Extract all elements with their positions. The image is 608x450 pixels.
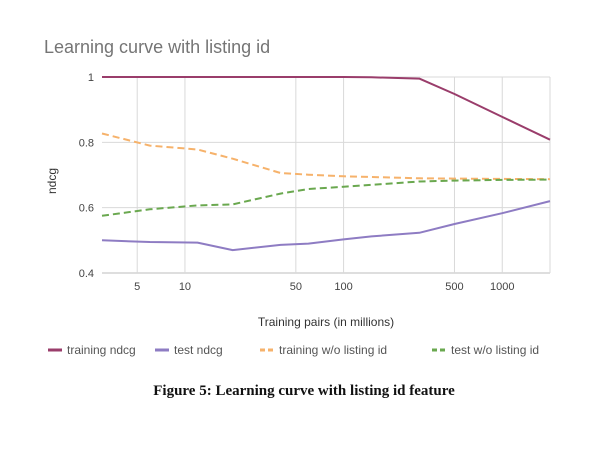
x-tick-label: 500 (445, 281, 463, 293)
legend-item: test w/o listing id (432, 343, 539, 357)
chart-title: Learning curve with listing id (44, 37, 270, 57)
legend: training ndcg test ndcg training w/o listi… (48, 343, 539, 357)
x-tick-label: 5 (134, 281, 140, 293)
y-tick-label: 0.4 (79, 268, 94, 280)
x-tick-label: 1000 (490, 281, 514, 293)
x-axis-label: Training pairs (in millions) (258, 315, 394, 329)
legend-label: test w/o listing id (451, 343, 539, 357)
series-line-training-w-o-listing-id (101, 132, 551, 181)
grid (102, 76, 551, 274)
y-tick-label: 0.6 (79, 203, 94, 215)
series-line-training-ndcg (102, 76, 551, 141)
x-tick-label: 50 (290, 281, 302, 293)
series-line-test-w-o-listing-id (101, 178, 551, 217)
x-tick-label: 100 (334, 281, 352, 293)
x-tick-label: 10 (179, 281, 191, 293)
legend-label: training ndcg (67, 343, 136, 357)
legend-label: training w/o listing id (279, 343, 387, 357)
legend-label: test ndcg (174, 343, 223, 357)
legend-item: test ndcg (155, 343, 223, 357)
tick-labels: 0.4 0.6 0.8 1 5 10 50 100 500 1000 (79, 72, 515, 293)
y-tick-label: 1 (88, 72, 94, 84)
figure-caption: Figure 5: Learning curve with listing id… (153, 383, 455, 399)
legend-item: training ndcg (48, 343, 136, 357)
series-line-test-ndcg (101, 200, 551, 252)
y-axis-label: ndcg (45, 168, 59, 194)
legend-item: training w/o listing id (260, 343, 387, 357)
y-tick-label: 0.8 (79, 137, 94, 149)
series-lines (101, 76, 551, 252)
